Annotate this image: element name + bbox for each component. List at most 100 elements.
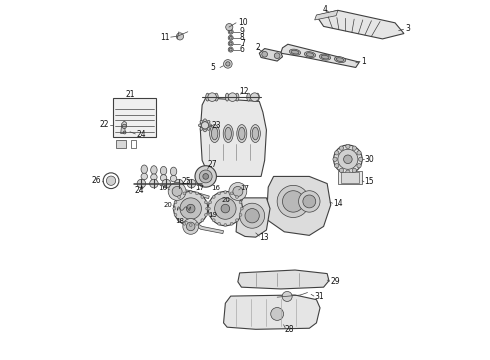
Circle shape xyxy=(122,124,126,129)
Circle shape xyxy=(236,195,239,198)
Circle shape xyxy=(239,201,242,204)
Circle shape xyxy=(224,224,227,226)
Circle shape xyxy=(250,93,259,102)
Circle shape xyxy=(203,129,206,132)
Circle shape xyxy=(223,60,232,68)
Circle shape xyxy=(123,131,126,134)
Circle shape xyxy=(224,191,227,194)
Ellipse shape xyxy=(171,167,177,176)
Circle shape xyxy=(245,208,259,223)
Ellipse shape xyxy=(210,125,220,143)
Text: 28: 28 xyxy=(284,325,294,334)
Text: 15: 15 xyxy=(365,177,374,186)
Ellipse shape xyxy=(211,127,218,140)
Text: 16: 16 xyxy=(212,185,220,191)
Text: 12: 12 xyxy=(240,87,249,96)
Circle shape xyxy=(189,224,192,226)
Polygon shape xyxy=(223,295,320,329)
Circle shape xyxy=(199,170,212,183)
Text: 23: 23 xyxy=(211,121,221,130)
Circle shape xyxy=(334,145,362,174)
Circle shape xyxy=(196,222,198,225)
Circle shape xyxy=(228,93,237,102)
Circle shape xyxy=(229,36,232,39)
Text: 20: 20 xyxy=(221,197,230,203)
Text: 6: 6 xyxy=(240,45,245,54)
Ellipse shape xyxy=(304,51,316,58)
Circle shape xyxy=(359,157,363,161)
Circle shape xyxy=(174,179,183,188)
Ellipse shape xyxy=(306,53,314,57)
Circle shape xyxy=(346,144,350,149)
Polygon shape xyxy=(236,198,270,237)
Text: 21: 21 xyxy=(125,90,135,99)
Circle shape xyxy=(174,213,177,216)
Text: 1: 1 xyxy=(361,57,366,66)
Circle shape xyxy=(346,170,350,174)
Circle shape xyxy=(239,213,242,216)
Circle shape xyxy=(335,163,339,168)
Text: 30: 30 xyxy=(365,155,374,164)
Circle shape xyxy=(208,93,217,102)
Ellipse shape xyxy=(336,58,344,62)
Circle shape xyxy=(212,195,215,198)
Circle shape xyxy=(189,191,192,194)
Polygon shape xyxy=(121,121,126,134)
Circle shape xyxy=(173,192,208,226)
Text: 14: 14 xyxy=(334,199,343,208)
Circle shape xyxy=(352,168,356,172)
Circle shape xyxy=(215,198,236,219)
Text: 9: 9 xyxy=(240,27,245,36)
Bar xyxy=(116,140,126,148)
Circle shape xyxy=(233,186,243,197)
Ellipse shape xyxy=(151,174,157,180)
Circle shape xyxy=(187,179,196,188)
Text: 3: 3 xyxy=(405,24,410,33)
Polygon shape xyxy=(317,10,404,39)
Circle shape xyxy=(209,124,211,127)
Ellipse shape xyxy=(252,127,259,140)
Circle shape xyxy=(339,168,343,172)
Text: 25: 25 xyxy=(182,177,192,186)
Circle shape xyxy=(274,53,280,59)
Circle shape xyxy=(162,179,171,188)
Circle shape xyxy=(207,127,210,130)
Ellipse shape xyxy=(160,166,167,175)
Text: 27: 27 xyxy=(207,160,217,169)
Circle shape xyxy=(282,292,292,301)
Ellipse shape xyxy=(290,49,301,55)
Polygon shape xyxy=(238,270,329,289)
Circle shape xyxy=(198,124,201,127)
Ellipse shape xyxy=(141,165,147,174)
Text: 26: 26 xyxy=(92,176,101,185)
Bar xyxy=(131,140,136,148)
Circle shape xyxy=(229,30,232,33)
Text: 4: 4 xyxy=(323,5,328,14)
Text: 19: 19 xyxy=(209,212,218,218)
Circle shape xyxy=(200,120,203,123)
Circle shape xyxy=(209,201,212,204)
Circle shape xyxy=(236,219,239,222)
Ellipse shape xyxy=(321,55,329,59)
Text: 2: 2 xyxy=(255,43,260,52)
Circle shape xyxy=(357,151,361,155)
Ellipse shape xyxy=(223,125,233,143)
Text: 13: 13 xyxy=(259,233,269,242)
Circle shape xyxy=(196,192,198,195)
Ellipse shape xyxy=(250,125,260,143)
Polygon shape xyxy=(281,44,359,67)
Text: 22: 22 xyxy=(100,120,109,129)
Circle shape xyxy=(106,176,116,185)
Circle shape xyxy=(228,29,233,34)
Circle shape xyxy=(226,23,233,31)
Circle shape xyxy=(168,183,186,201)
Circle shape xyxy=(228,47,233,52)
Circle shape xyxy=(137,179,146,188)
Circle shape xyxy=(172,186,182,197)
Circle shape xyxy=(338,149,358,169)
Bar xyxy=(338,171,362,184)
Circle shape xyxy=(209,213,212,216)
Circle shape xyxy=(206,207,209,210)
Circle shape xyxy=(333,157,337,161)
Circle shape xyxy=(195,166,217,187)
